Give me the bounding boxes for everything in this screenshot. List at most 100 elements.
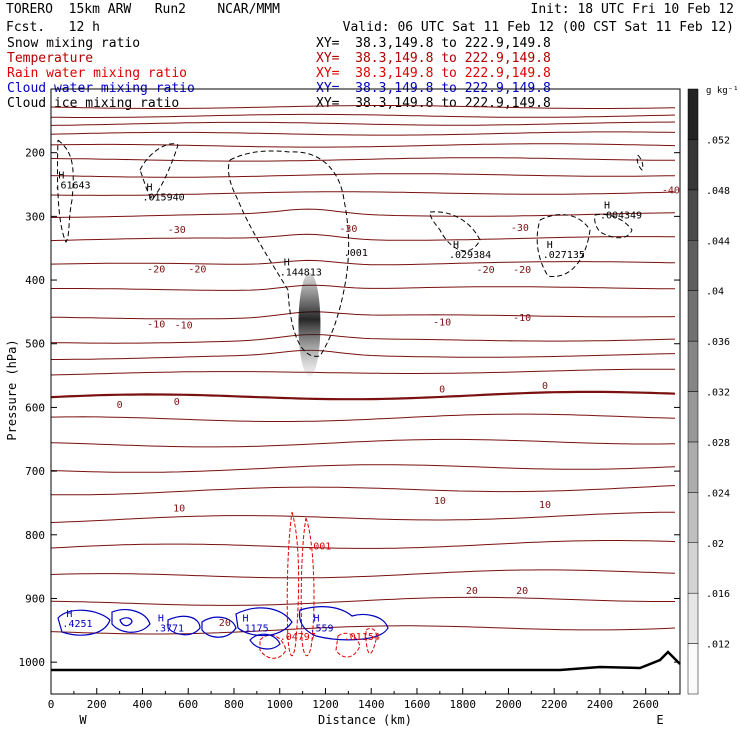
y-axis-title: Pressure (hPa) xyxy=(5,339,19,440)
legend-field-label: Temperature xyxy=(7,51,94,66)
colorbar-swatch xyxy=(687,88,699,140)
maximum-marker: H xyxy=(146,182,152,193)
x-tick-label: 400 xyxy=(133,698,153,711)
temperature-label: 10 xyxy=(173,503,185,514)
ground-surface-line xyxy=(51,650,681,672)
x-tick-label: 2600 xyxy=(632,698,659,711)
colorbar-units: g kg⁻¹ xyxy=(706,86,739,96)
colorbar-swatch xyxy=(687,592,699,644)
x-tick-label: 200 xyxy=(87,698,107,711)
temperature-label: -10 xyxy=(513,313,531,324)
colorbar-swatch xyxy=(687,139,699,191)
temperature-contour xyxy=(51,464,676,473)
plot-frame xyxy=(50,88,681,695)
colorbar-tick-label: .012 xyxy=(706,640,730,651)
temperature-contour xyxy=(51,596,675,606)
colorbar-tick-label: .02 xyxy=(706,539,724,550)
maximum-marker: H xyxy=(604,200,610,211)
maximum-value-label: .01154 xyxy=(344,632,380,643)
maximum-marker: H xyxy=(453,240,459,251)
cloud-ice-contour xyxy=(536,214,591,277)
cloud-water-contour xyxy=(298,606,389,641)
temperature-contour xyxy=(51,540,676,549)
rain-water-contour xyxy=(286,511,300,657)
colorbar-swatch xyxy=(687,492,699,544)
rain-water-contour xyxy=(300,517,315,657)
cloud-ice-contour xyxy=(56,139,74,243)
temperature-contour xyxy=(51,438,676,448)
cloud-ice-contour xyxy=(594,213,633,239)
temperature-contour xyxy=(51,121,676,126)
temperature-label: 0 xyxy=(439,384,445,395)
temperature-label: -30 xyxy=(168,225,186,236)
colorbar-tick-label: .044 xyxy=(706,236,730,247)
legend-field-xy: XY= 38.3,149.8 to 222.9,149.8 xyxy=(316,66,551,81)
maximum-value-label: .559 xyxy=(309,624,333,635)
temperature-label: -20 xyxy=(513,265,531,276)
y-tick-label: 300 xyxy=(25,210,45,223)
temperature-contour xyxy=(51,390,676,401)
maximum-value-label: .001 xyxy=(344,248,368,259)
temperature-label: 10 xyxy=(539,500,551,511)
temperature-label: 20 xyxy=(219,618,231,629)
colorbar-tick-label: .016 xyxy=(706,589,730,600)
model-title: TORERO 15km ARW Run2 NCAR/MMM xyxy=(6,2,280,17)
x-tick-label: 1000 xyxy=(266,698,293,711)
maximum-marker: H xyxy=(158,614,164,625)
maximum-marker: H xyxy=(66,609,72,620)
rain-water-contour xyxy=(365,627,377,654)
colorbar-tick-label: .024 xyxy=(706,488,730,499)
temperature-contour xyxy=(51,143,676,148)
maximum-marker: H xyxy=(284,258,290,269)
colorbar-swatch xyxy=(687,542,699,594)
colorbar-tick-label: .028 xyxy=(706,438,730,449)
temperature-label: 0 xyxy=(174,397,180,408)
y-tick-label: 1000 xyxy=(19,656,46,669)
cloud-ice-contour xyxy=(636,154,644,171)
legend-field-label: Rain water mixing ratio xyxy=(7,66,188,81)
maximum-value-label: .144813 xyxy=(280,268,322,279)
y-tick-label: 200 xyxy=(25,147,45,160)
maximum-value-label: .1175 xyxy=(239,624,269,635)
colorbar-swatch xyxy=(687,391,699,443)
temperature-contour xyxy=(51,173,676,178)
temperature-label: 10 xyxy=(434,496,446,507)
temperature-contour xyxy=(51,349,676,361)
colorbar-tick-label: .052 xyxy=(706,135,730,146)
temperature-contour xyxy=(51,131,676,136)
maximum-value-label: .029384 xyxy=(449,250,491,261)
maximum-value-label: .4251 xyxy=(62,619,92,630)
x-tick-label: 0 xyxy=(48,698,55,711)
plot-clip-group xyxy=(51,105,676,659)
colorbar-tick-label: .048 xyxy=(706,186,730,197)
legend-field-xy: XY= 38.3,149.8 to 222.9,149.8 xyxy=(316,51,551,66)
cloud-water-contour xyxy=(201,616,237,638)
colorbar-tick-label: .032 xyxy=(706,388,730,399)
x-axis-title: Distance (km) xyxy=(318,713,412,727)
y-tick-label: 600 xyxy=(25,401,45,414)
temperature-contour xyxy=(51,569,676,579)
temperature-label: -20 xyxy=(477,265,495,276)
forecast-hour: Fcst. 12 h xyxy=(6,20,100,35)
valid-time: Valid: 06 UTC Sat 11 Feb 12 (00 CST Sat … xyxy=(342,20,734,35)
temperature-contour xyxy=(51,368,675,376)
temperature-label: 20 xyxy=(516,586,528,597)
maximum-value-label: .04797 xyxy=(280,632,316,643)
x-tick-label: 600 xyxy=(178,698,198,711)
x-tick-label: 2000 xyxy=(495,698,522,711)
cloud-ice-contour xyxy=(139,143,179,201)
cloud-water-contour xyxy=(119,617,133,627)
rain-water-contour xyxy=(259,634,287,659)
temperature-label: -10 xyxy=(147,319,165,330)
temperature-contour xyxy=(51,284,676,291)
temperature-contour xyxy=(51,105,676,109)
cloud-water-contour xyxy=(235,607,293,637)
rain-water-contour xyxy=(335,632,361,658)
temperature-label: 0 xyxy=(117,400,123,411)
colorbar-swatch xyxy=(687,240,699,291)
legend-field-xy: XY= 38.3,149.8 to 222.9,149.8 xyxy=(316,36,551,51)
colorbar-swatch xyxy=(687,340,699,392)
x-tick-label: 1600 xyxy=(404,698,431,711)
y-tick-label: 400 xyxy=(25,274,45,287)
